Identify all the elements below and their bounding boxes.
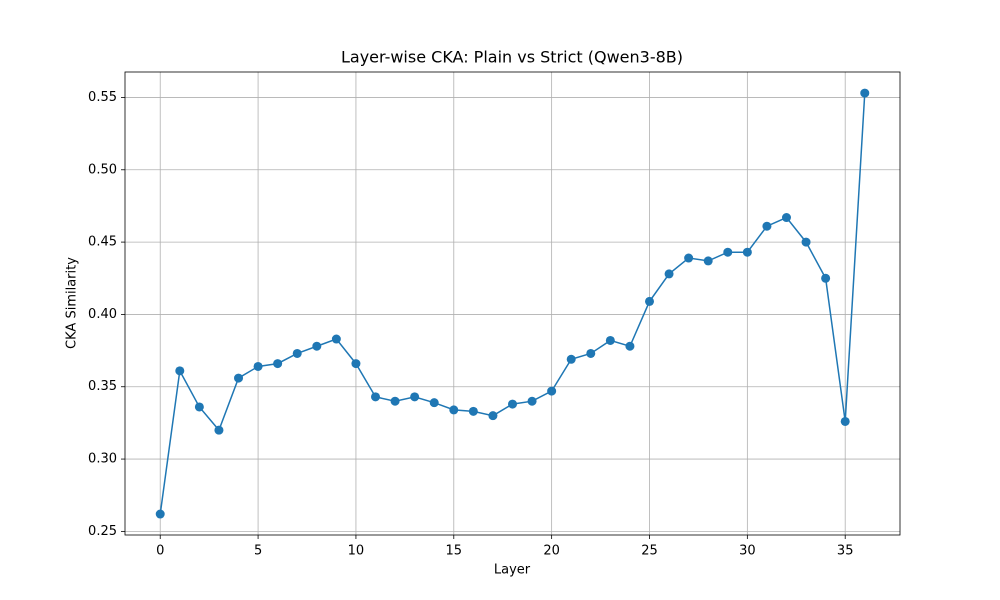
data-point (547, 386, 557, 396)
data-point (468, 406, 478, 416)
x-axis-label: Layer (494, 563, 531, 578)
data-point (488, 411, 498, 421)
data-point (801, 237, 811, 247)
data-point (821, 273, 831, 283)
data-point (331, 334, 341, 344)
data-point (840, 416, 850, 426)
x-tick-label: 10 (348, 544, 365, 559)
data-point (703, 256, 713, 266)
x-tick-label: 20 (543, 544, 560, 559)
y-tick-label: 0.45 (88, 235, 117, 250)
data-point (273, 359, 283, 369)
data-point (566, 354, 576, 364)
y-tick-label: 0.35 (88, 379, 117, 394)
data-point (351, 359, 361, 369)
data-point (508, 399, 517, 409)
data-point (292, 348, 302, 358)
x-tick-label: 30 (739, 544, 756, 559)
x-tick-label: 15 (446, 544, 463, 559)
data-point (155, 509, 165, 519)
plot-frame (124, 71, 901, 536)
x-tick-label: 5 (254, 544, 262, 559)
data-point (762, 221, 772, 231)
y-tick-label: 0.30 (88, 452, 117, 467)
data-point (234, 373, 244, 383)
y-tick-label: 0.40 (88, 307, 117, 322)
data-point (175, 366, 185, 376)
y-tick-label: 0.25 (88, 524, 117, 539)
data-point (253, 361, 263, 371)
y-axis-label: CKA Similarity (65, 257, 80, 349)
data-point (664, 269, 674, 279)
data-point (742, 247, 752, 257)
data-point (449, 405, 459, 415)
data-point (625, 341, 635, 351)
y-tick-label: 0.50 (88, 162, 117, 177)
x-tick-label: 35 (837, 544, 854, 559)
y-tick-label: 0.55 (88, 90, 117, 105)
data-point (684, 253, 694, 263)
data-point (860, 88, 870, 98)
data-point (586, 348, 596, 358)
x-tick-label: 0 (156, 544, 164, 559)
data-point (527, 396, 537, 406)
data-point (429, 398, 439, 408)
data-point (781, 213, 791, 223)
data-point (410, 392, 420, 402)
data-point (644, 296, 654, 306)
x-tick-label: 25 (641, 544, 658, 559)
chart-title: Layer-wise CKA: Plain vs Strict (Qwen3-8… (341, 48, 683, 67)
data-point (312, 341, 322, 351)
data-point (214, 425, 224, 435)
data-point (605, 335, 615, 345)
data-point (723, 247, 733, 257)
data-point (390, 396, 400, 406)
data-point (371, 392, 381, 402)
data-point (194, 402, 204, 412)
